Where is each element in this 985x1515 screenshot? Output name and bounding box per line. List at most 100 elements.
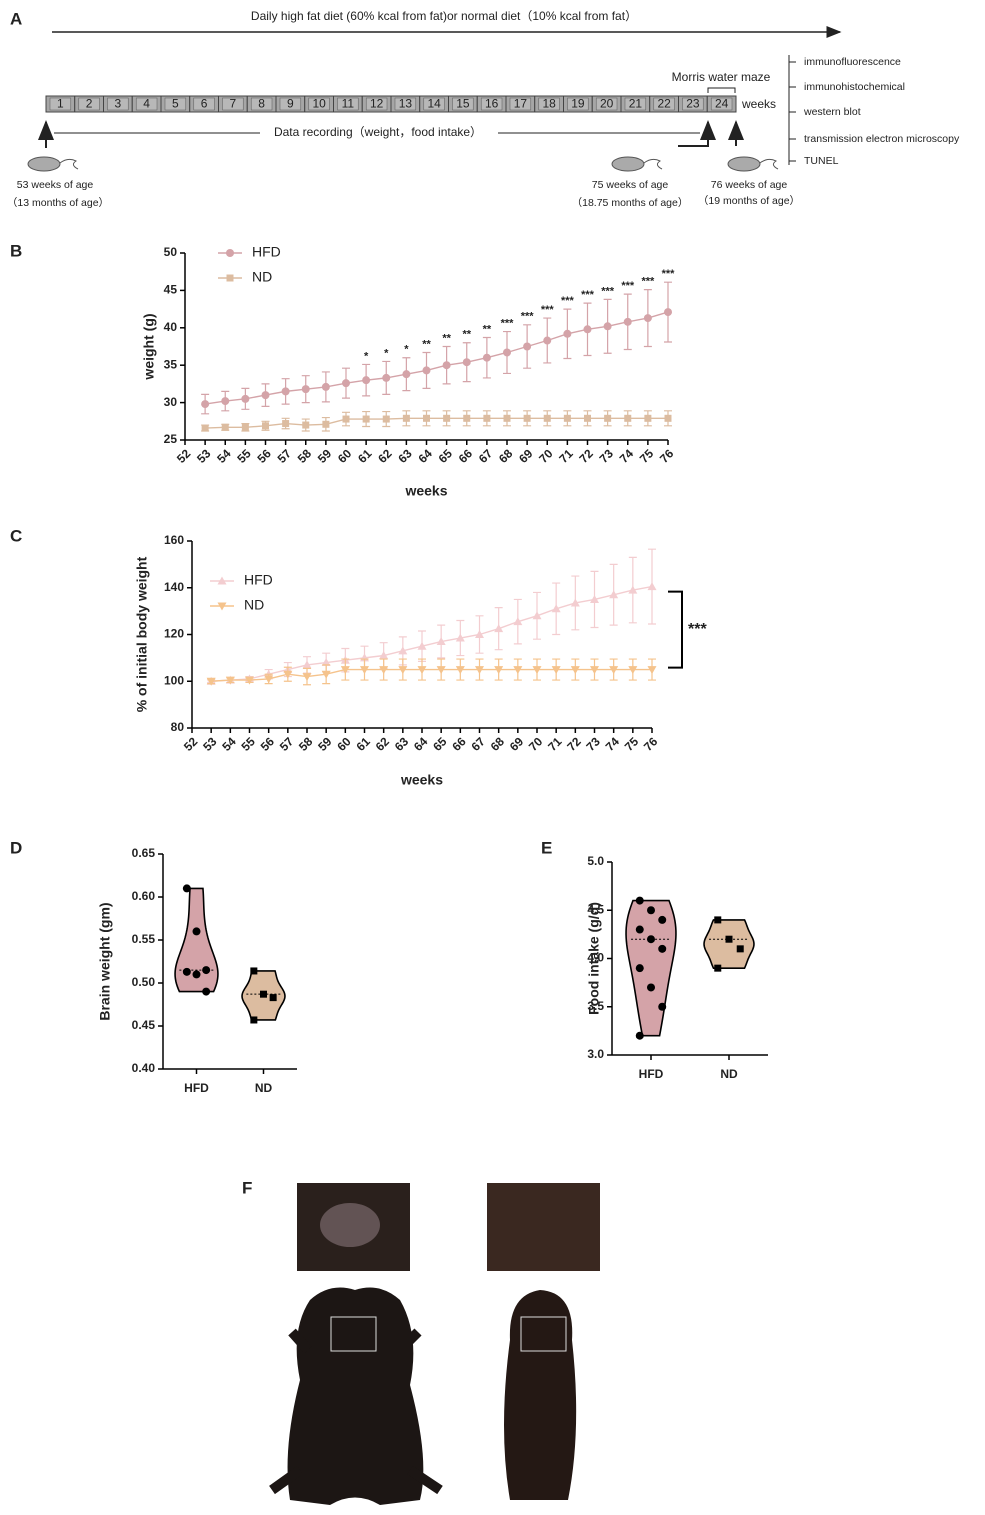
significance-label: * [404,344,409,356]
week-number: 3 [115,97,122,111]
assay-label: TUNEL [804,155,839,167]
significance-label: *** [662,268,676,280]
marker [417,641,427,650]
marker [282,420,290,428]
week-box-inner [279,97,302,111]
y-tick-label: 0.50 [132,975,156,989]
significance-label: *** [521,311,535,323]
y-tick-label: 40 [164,320,178,334]
x-tick-label: 58 [296,734,316,754]
marker [342,379,350,388]
assay-label: western blot [803,106,861,118]
significance-label: ** [462,329,471,341]
significance-label: ** [483,323,492,335]
marker [202,966,211,975]
marker [283,670,293,679]
x-tick-label: 66 [456,446,476,466]
x-tick-label: 59 [315,734,335,754]
significance-label: * [364,350,369,362]
legend-label: HFD [252,244,281,260]
week-number: 2 [86,97,93,111]
x-tick-label: 64 [411,734,431,754]
age-label: （19 months of age） [698,195,800,207]
marker [736,945,744,953]
week-box-inner [135,97,158,111]
legend-label: ND [252,269,272,285]
y-tick-label: 100 [164,673,184,687]
violin [174,887,219,993]
marker [658,1002,667,1011]
recording-label: Data recording（weight，food intake） [274,125,482,139]
marker [321,382,330,391]
marker [262,422,269,430]
marker [225,676,235,685]
violin [625,899,677,1037]
marker [321,670,331,679]
week-box-inner [250,97,273,111]
x-tick-label: 56 [258,734,278,754]
marker [301,385,310,394]
marker [590,666,599,675]
x-tick-label: 57 [275,446,295,466]
y-tick-label: 30 [164,395,178,409]
week-number: 22 [657,97,671,111]
x-tick-label: 53 [194,446,214,466]
marker [475,666,484,675]
marker [241,423,249,431]
marker [360,666,369,675]
marker [570,598,580,607]
y-tick-label: 45 [164,283,178,297]
marker [609,666,619,675]
week-box-inner [365,97,388,111]
x-tick-label: ND [720,1067,738,1081]
x-tick-label: 69 [507,734,527,754]
marker [250,1016,258,1024]
significance-label: *** [641,276,655,288]
week-box-inner [567,97,589,111]
x-tick-label: 59 [315,446,335,466]
x-tick-label: 73 [597,446,617,466]
marker [423,414,430,422]
panel-label: A [10,9,22,28]
y-axis-label: weight (g) [141,313,157,380]
marker [402,370,411,379]
marker [379,666,389,675]
marker [725,935,733,943]
marker [436,666,446,675]
age-label: （18.75 months of age） [572,197,689,209]
x-tick-label: 76 [657,446,677,466]
marker [398,666,408,675]
marker [455,666,465,675]
y-tick-label: 140 [164,580,184,594]
x-tick-label: 60 [334,734,354,754]
x-tick-label: 68 [488,734,508,754]
x-tick-label: 69 [516,446,536,466]
marker [513,666,523,675]
y-axis-label: Food intake (g/d) [586,902,602,1015]
marker [532,611,542,620]
x-tick-label: 72 [577,446,597,466]
week-number: 24 [715,97,729,111]
marker [455,633,465,642]
week-number: 21 [629,97,643,111]
y-tick-label: 120 [164,627,184,641]
marker [264,675,274,684]
photo-closeup [487,1183,600,1271]
week-number: 15 [456,97,470,111]
maze-bracket [707,87,736,93]
week-box-inner [682,97,704,111]
significance-label: *** [581,289,595,301]
chart: E 3.0 3.5 4.0 4.5 5.0 Food intake (g/d) HFD ND [541,838,768,1081]
marker [563,414,571,422]
marker [623,317,632,326]
y-tick-label: 5.0 [587,854,604,868]
significance-label: *** [561,295,575,307]
y-tick-label: 0.40 [132,1061,156,1075]
x-tick-label: 68 [496,446,516,466]
x-tick-label: 75 [622,734,642,754]
marker [382,415,390,423]
marker [543,414,551,422]
x-tick-label: 74 [617,446,637,466]
marker [402,414,410,422]
week-number: 17 [514,97,528,111]
